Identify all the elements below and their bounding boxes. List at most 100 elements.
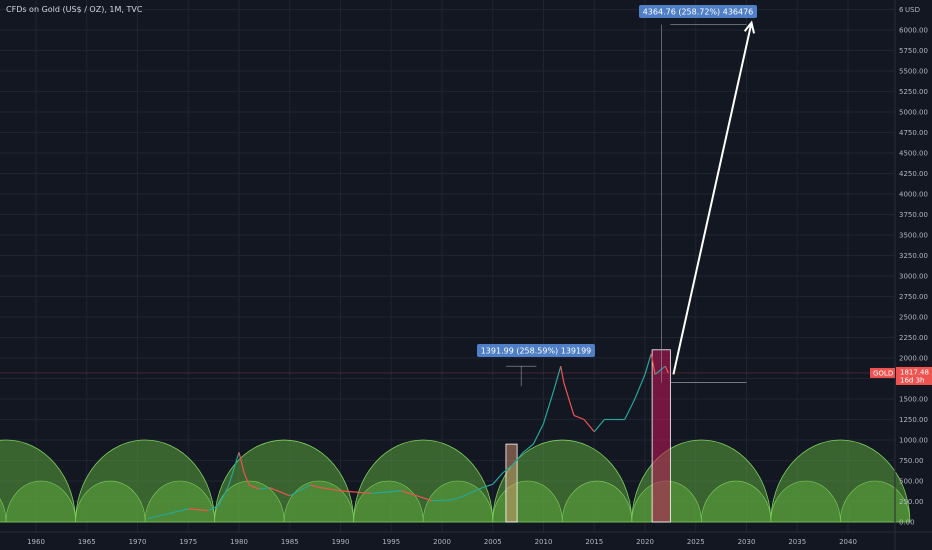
price-segment: [451, 496, 463, 501]
price-segment: [188, 508, 209, 512]
y-tick-label: 2750.00: [899, 293, 928, 301]
x-tick-label: 1960: [27, 538, 45, 546]
y-tick-label: 250.00: [899, 498, 924, 506]
small-cycle-arc: [5, 480, 76, 523]
price-segment: [644, 353, 652, 375]
x-tick-label: 1985: [281, 538, 299, 546]
price-segment: [482, 483, 493, 489]
y-tick-label: 2250.00: [899, 334, 928, 342]
price-segment: [431, 499, 453, 502]
price-segment: [492, 472, 504, 485]
y-tick-label: 4500.00: [899, 150, 928, 158]
y-tick-label: 5500.00: [899, 68, 928, 76]
price-segment: [542, 390, 555, 424]
y-tick-label: 3500.00: [899, 232, 928, 240]
price-segment: [340, 490, 371, 494]
y-tick-label: 4750.00: [899, 129, 928, 137]
price-segment: [634, 374, 646, 400]
price-tag-countdown: 16d 3h: [900, 376, 924, 384]
x-tick-label: 1980: [230, 538, 248, 546]
x-tick-label: 1990: [332, 538, 350, 546]
price-segment: [563, 382, 575, 416]
y-tick-label: 4000.00: [899, 191, 928, 199]
x-tick-label: 2030: [738, 538, 756, 546]
price-segment: [147, 513, 169, 520]
x-tick-label: 2040: [839, 538, 857, 546]
measure-label: 4364.76 (258.72%) 436476: [643, 8, 754, 17]
price-segment: [502, 464, 514, 474]
y-tick-label: 3250.00: [899, 252, 928, 260]
x-tick-label: 2020: [636, 538, 654, 546]
price-segment: [208, 505, 219, 512]
y-tick-label: 1000.00: [899, 437, 928, 445]
y-tick-label: 2000.00: [899, 355, 928, 363]
x-tick-label: 2000: [433, 538, 451, 546]
small-cycle-arc: [840, 480, 911, 523]
projection-arrowhead: [743, 20, 755, 34]
price-segment: [532, 423, 545, 445]
price-tag: [896, 366, 932, 385]
price-segment: [573, 414, 585, 421]
price-segment: [664, 365, 669, 374]
measurement-layer: 1391.99 (258.59%) 139199 4364.76 (258.72%…: [477, 5, 757, 387]
small-cycle-arc: [214, 480, 285, 523]
price-segment: [583, 419, 595, 433]
price-segment: [522, 443, 534, 453]
price-segment: [370, 490, 402, 494]
y-tick-label: 4250.00: [899, 170, 928, 178]
price-segment: [218, 484, 230, 506]
price-segment: [243, 472, 250, 486]
price-segment: [259, 486, 270, 490]
small-cycle-arc: [561, 480, 633, 523]
small-cycle-arc: [492, 480, 563, 523]
small-cycle-arc: [283, 480, 354, 523]
x-tick-label: 2025: [687, 538, 705, 546]
y-tick-label: 5250.00: [899, 88, 928, 96]
price-segment: [289, 484, 311, 497]
small-cycle-arc: [75, 480, 146, 523]
y-tick-label: 0.00: [899, 519, 915, 527]
small-cycle-arc: [701, 480, 772, 523]
small-cycle-arc: [0, 498, 7, 523]
y-unit-label: USD: [905, 6, 920, 14]
price-segment: [401, 490, 433, 502]
y-tick-label: 750.00: [899, 457, 924, 465]
price-segment: [593, 419, 605, 433]
y-tick-label: 5000.00: [899, 109, 928, 117]
price-segment: [553, 366, 562, 391]
highlight-box: [505, 443, 518, 523]
y-tick-label: 1500.00: [899, 396, 928, 404]
x-tick-label: 2005: [484, 538, 502, 546]
price-segment: [560, 366, 565, 383]
price-segment: [624, 398, 636, 420]
price-segment: [167, 508, 189, 515]
projection-arrow: [672, 22, 753, 375]
x-tick-label: 1995: [382, 538, 400, 546]
price-segment: [238, 452, 245, 473]
price-segment: [512, 451, 524, 465]
y-tick-label: 5750.00: [899, 47, 928, 55]
x-tick-label: 2010: [535, 538, 553, 546]
y-tick-label: 3750.00: [899, 211, 928, 219]
price-segment: [462, 487, 483, 498]
y-tick-label: 2500.00: [899, 314, 928, 322]
symbol-tag: [870, 367, 895, 378]
y-tick-label: 6: [899, 6, 904, 14]
y-tick-label: 1250.00: [899, 416, 928, 424]
x-tick-label: 2035: [788, 538, 806, 546]
x-tick-label: 2015: [585, 538, 603, 546]
x-tick-label: 1965: [78, 538, 96, 546]
price-segment: [320, 486, 341, 492]
symbol-tag-label: GOLD: [873, 369, 893, 377]
small-cycle-arc: [770, 480, 841, 523]
small-cycle-arc: [353, 480, 424, 523]
x-tick-label: 1975: [179, 538, 197, 546]
chart-title: CFDs on Gold (US$ / OZ), 1M, TVC: [6, 5, 143, 14]
measure-label-box: [477, 344, 595, 357]
price-segment: [228, 452, 240, 486]
y-tick-label: 6000.00: [899, 27, 928, 35]
price-tag-value: 1817.48: [900, 368, 929, 376]
price-segment: [650, 353, 656, 375]
